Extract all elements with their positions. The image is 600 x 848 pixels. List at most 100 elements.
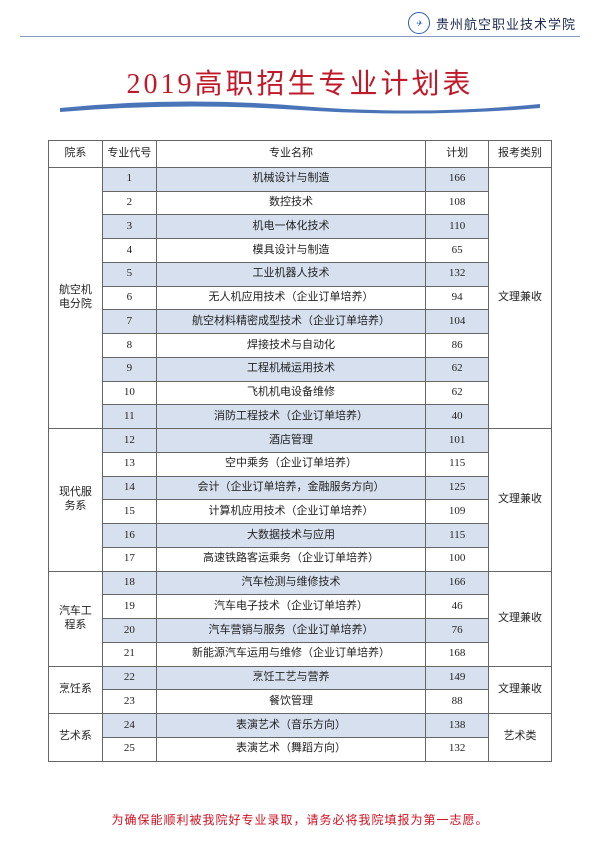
- table-row: 19汽车电子技术（企业订单培养）46: [49, 595, 552, 619]
- plan-cell: 110: [426, 215, 489, 239]
- table-body: 航空机电分院1机械设计与制造166文理兼收2数控技术1083机电一体化技术110…: [49, 167, 552, 761]
- major-cell: 焊接技术与自动化: [156, 334, 425, 358]
- department-cell: 现代服务系: [49, 429, 103, 572]
- code-cell: 1: [102, 167, 156, 191]
- plan-cell: 76: [426, 619, 489, 643]
- major-cell: 表演艺术（舞蹈方向）: [156, 737, 425, 761]
- table-row: 7航空材料精密成型技术（企业订单培养）104: [49, 310, 552, 334]
- code-cell: 13: [102, 452, 156, 476]
- major-cell: 表演艺术（音乐方向）: [156, 714, 425, 738]
- table-row: 6无人机应用技术（企业订单培养）94: [49, 286, 552, 310]
- code-cell: 15: [102, 500, 156, 524]
- plan-cell: 46: [426, 595, 489, 619]
- major-cell: 飞机机电设备维修: [156, 381, 425, 405]
- table-row: 航空机电分院1机械设计与制造166文理兼收: [49, 167, 552, 191]
- major-cell: 汽车电子技术（企业订单培养）: [156, 595, 425, 619]
- major-cell: 模具设计与制造: [156, 239, 425, 263]
- plan-cell: 40: [426, 405, 489, 429]
- code-cell: 4: [102, 239, 156, 263]
- major-cell: 消防工程技术（企业订单培养）: [156, 405, 425, 429]
- code-cell: 22: [102, 666, 156, 690]
- plan-cell: 101: [426, 429, 489, 453]
- major-cell: 无人机应用技术（企业订单培养）: [156, 286, 425, 310]
- enrollment-table: 院系 专业代号 专业名称 计划 报考类别 航空机电分院1机械设计与制造166文理…: [48, 140, 552, 762]
- code-cell: 7: [102, 310, 156, 334]
- major-cell: 餐饮管理: [156, 690, 425, 714]
- plan-cell: 100: [426, 547, 489, 571]
- table-row: 9工程机械运用技术62: [49, 357, 552, 381]
- plan-cell: 104: [426, 310, 489, 334]
- major-cell: 新能源汽车运用与维修（企业订单培养）: [156, 642, 425, 666]
- plan-cell: 115: [426, 452, 489, 476]
- major-cell: 数控技术: [156, 191, 425, 215]
- table-row: 13空中乘务（企业订单培养）115: [49, 452, 552, 476]
- header-divider: [20, 36, 580, 37]
- table-row: 14会计（企业订单培养，金融服务方向）125: [49, 476, 552, 500]
- major-cell: 大数据技术与应用: [156, 524, 425, 548]
- code-cell: 14: [102, 476, 156, 500]
- code-cell: 9: [102, 357, 156, 381]
- table-row: 25表演艺术（舞蹈方向）132: [49, 737, 552, 761]
- table-row: 2数控技术108: [49, 191, 552, 215]
- department-cell: 烹饪系: [49, 666, 103, 714]
- plan-cell: 94: [426, 286, 489, 310]
- code-cell: 19: [102, 595, 156, 619]
- table-row: 15计算机应用技术（企业订单培养）109: [49, 500, 552, 524]
- table-row: 8焊接技术与自动化86: [49, 334, 552, 358]
- plan-cell: 86: [426, 334, 489, 358]
- plan-cell: 62: [426, 381, 489, 405]
- table-row: 4模具设计与制造65: [49, 239, 552, 263]
- enrollment-table-wrap: 院系 专业代号 专业名称 计划 报考类别 航空机电分院1机械设计与制造166文理…: [48, 140, 552, 762]
- code-cell: 10: [102, 381, 156, 405]
- code-cell: 18: [102, 571, 156, 595]
- school-logo-icon: ✈: [408, 12, 430, 34]
- header-major: 专业名称: [156, 141, 425, 168]
- table-row: 10飞机机电设备维修62: [49, 381, 552, 405]
- code-cell: 12: [102, 429, 156, 453]
- major-cell: 计算机应用技术（企业订单培养）: [156, 500, 425, 524]
- code-cell: 16: [102, 524, 156, 548]
- code-cell: 3: [102, 215, 156, 239]
- table-row: 23餐饮管理88: [49, 690, 552, 714]
- code-cell: 5: [102, 262, 156, 286]
- table-row: 3机电一体化技术110: [49, 215, 552, 239]
- plan-cell: 109: [426, 500, 489, 524]
- plan-cell: 88: [426, 690, 489, 714]
- major-cell: 机电一体化技术: [156, 215, 425, 239]
- major-cell: 汽车检测与维修技术: [156, 571, 425, 595]
- plan-cell: 138: [426, 714, 489, 738]
- major-cell: 汽车营销与服务（企业订单培养）: [156, 619, 425, 643]
- page-title: 2019高职招生专业计划表: [0, 62, 600, 102]
- major-cell: 高速铁路客运乘务（企业订单培养）: [156, 547, 425, 571]
- code-cell: 25: [102, 737, 156, 761]
- plan-cell: 168: [426, 642, 489, 666]
- table-row: 艺术系24表演艺术（音乐方向）138艺术类: [49, 714, 552, 738]
- major-cell: 酒店管理: [156, 429, 425, 453]
- table-row: 21新能源汽车运用与维修（企业订单培养）168: [49, 642, 552, 666]
- major-cell: 会计（企业订单培养，金融服务方向）: [156, 476, 425, 500]
- plan-cell: 108: [426, 191, 489, 215]
- category-cell: 文理兼收: [489, 429, 552, 572]
- table-header-row: 院系 专业代号 专业名称 计划 报考类别: [49, 141, 552, 168]
- plan-cell: 166: [426, 167, 489, 191]
- school-name: 贵州航空职业技术学院: [436, 14, 576, 33]
- major-cell: 工程机械运用技术: [156, 357, 425, 381]
- code-cell: 21: [102, 642, 156, 666]
- plan-cell: 132: [426, 737, 489, 761]
- code-cell: 17: [102, 547, 156, 571]
- title-swoosh-decoration: [60, 98, 540, 118]
- code-cell: 2: [102, 191, 156, 215]
- table-row: 11消防工程技术（企业订单培养）40: [49, 405, 552, 429]
- code-cell: 20: [102, 619, 156, 643]
- code-cell: 6: [102, 286, 156, 310]
- table-row: 汽车工程系18汽车检测与维修技术166文理兼收: [49, 571, 552, 595]
- major-cell: 空中乘务（企业订单培养）: [156, 452, 425, 476]
- table-row: 20汽车营销与服务（企业订单培养）76: [49, 619, 552, 643]
- code-cell: 8: [102, 334, 156, 358]
- plan-cell: 125: [426, 476, 489, 500]
- header-plan: 计划: [426, 141, 489, 168]
- plan-cell: 62: [426, 357, 489, 381]
- category-cell: 文理兼收: [489, 666, 552, 714]
- page-header: ✈ 贵州航空职业技术学院: [408, 12, 576, 34]
- plan-cell: 115: [426, 524, 489, 548]
